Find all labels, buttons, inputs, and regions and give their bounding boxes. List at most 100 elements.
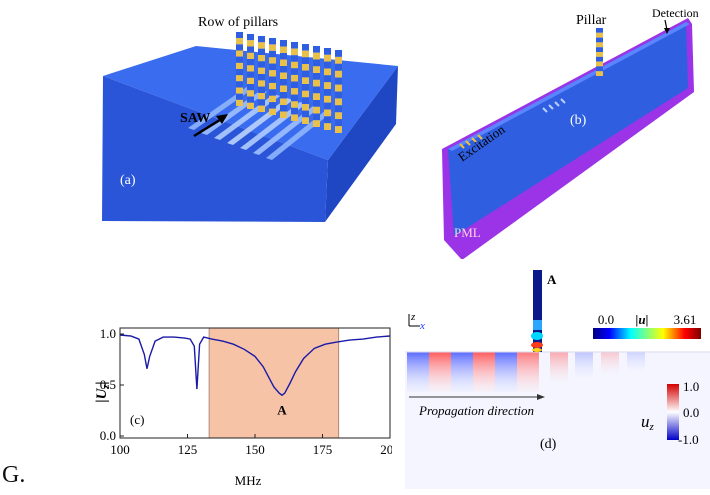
- pillar-segment: [247, 34, 254, 41]
- axis-ticks: 100 125 150 175 200 0.0 0.5 1.0: [100, 326, 400, 457]
- pillar-segment: [313, 120, 320, 127]
- pillar-segment: [258, 67, 265, 74]
- cb-right-max: 1.0: [683, 379, 699, 394]
- pillar-segment: [280, 40, 287, 47]
- panel-a-tag: (a): [120, 173, 136, 188]
- figure-letter: G.: [2, 462, 26, 488]
- pillar-segment: [302, 90, 309, 98]
- pillar-segment: [302, 77, 309, 84]
- transmission-chart: 100 125 150 175 200 0.0 0.5 1.0 A (c) MHz |Uz|: [94, 326, 400, 488]
- pillar-segment: [236, 99, 243, 106]
- pillar-segment: [335, 98, 342, 106]
- pillar-segment: [269, 76, 276, 83]
- saw-arrow: [193, 116, 224, 138]
- pillar-segment: [596, 42, 603, 48]
- pillar-field-hot1: [531, 332, 543, 340]
- cb-top-label: |u|: [636, 312, 649, 327]
- pillar-segment: [335, 50, 342, 57]
- x-tick-label: 125: [178, 442, 198, 457]
- pillar-segment: [313, 52, 320, 60]
- pillar-segment: [236, 93, 243, 100]
- pillar-segment: [302, 117, 309, 124]
- pillar-segment: [236, 32, 243, 39]
- pillar-segment: [269, 95, 276, 103]
- x-tick-label: 200: [380, 442, 392, 457]
- panel-b-simulation-domain: Pillar Detection Excitation (b) PML: [420, 4, 710, 260]
- pillar-segment: [324, 54, 331, 62]
- pillar-segment: [291, 88, 298, 95]
- pillar-segment: [335, 70, 342, 78]
- pillar-segment: [596, 66, 603, 72]
- pillar-segment: [280, 53, 287, 60]
- pillar-segment: [269, 89, 276, 96]
- pillar-segment: [313, 73, 320, 80]
- pillar-segment: [313, 66, 320, 73]
- pillar-segment: [596, 52, 603, 57]
- transmission-curve: [119, 334, 391, 397]
- propagation-arrow-head: [537, 394, 545, 400]
- axis-x-d: x: [419, 320, 425, 332]
- x-tick-label: 175: [313, 442, 333, 457]
- pillar-segment: [313, 79, 320, 87]
- pillar-segment: [247, 40, 254, 47]
- pillar-segment: [596, 28, 603, 33]
- pillar-segment: [291, 74, 298, 82]
- pillar-segment: [280, 105, 287, 112]
- pillar-segment: [302, 70, 309, 78]
- y-tick-label: 1.0: [100, 326, 116, 341]
- pillar-segment: [280, 92, 287, 99]
- pillar-segment: [291, 42, 298, 49]
- cb-top-bar: [593, 328, 701, 339]
- pillar-segment: [269, 38, 276, 45]
- pillar-segment: [247, 46, 254, 53]
- pillar-segment: [324, 82, 331, 89]
- domain-block: [448, 22, 688, 236]
- pillar-segment: [236, 62, 243, 69]
- y-axis-label-main: |U: [94, 387, 110, 402]
- pillar-segment: [596, 56, 603, 62]
- pillar-segment: [258, 42, 265, 49]
- pillar-segment: [291, 114, 298, 121]
- cb-right-min: -1.0: [678, 432, 699, 447]
- pillar-segment: [324, 109, 331, 117]
- pillar-segment: [236, 81, 243, 88]
- single-pillar: [596, 28, 603, 76]
- pillar-segment: [258, 80, 265, 87]
- pillar-segment: [302, 84, 309, 91]
- x-tick-label: 100: [110, 442, 130, 457]
- pillar-segment: [324, 75, 331, 83]
- pillar-segment: [324, 102, 331, 110]
- x-tick-label: 150: [245, 442, 265, 457]
- pillar-segment: [291, 55, 298, 62]
- axis-x-a: x: [222, 243, 229, 257]
- axis-z-d: z: [410, 311, 416, 323]
- cb-top-min: 0.0: [598, 312, 614, 327]
- pillar-segment: [247, 77, 254, 84]
- axis-y-a: y: [194, 243, 201, 257]
- pillar-segment: [280, 66, 287, 73]
- shaded-band: [209, 328, 339, 438]
- axis-z-a: z: [209, 219, 215, 233]
- pillar-segment: [247, 90, 254, 97]
- domain-top-edge: [448, 22, 690, 151]
- panel-c-transmission-chart: 100 125 150 175 200 0.0 0.5 1.0 A (c) MHz |Uz|: [80, 322, 400, 490]
- pillar-segment: [280, 79, 287, 86]
- saw-arrow-head: [216, 114, 228, 124]
- pillar-segment: [313, 59, 320, 67]
- pillar-field-mid: [533, 320, 542, 330]
- panel-b-tag: (b): [570, 113, 587, 128]
- pillar-segment: [280, 98, 287, 105]
- pillar-segment: [247, 65, 254, 72]
- cb-right-mid: 0.0: [683, 405, 699, 420]
- saw-label: SAW: [180, 111, 210, 126]
- pillar-segment: [335, 56, 342, 64]
- pillar-segment: [269, 70, 276, 77]
- pillar-segment: [313, 86, 320, 94]
- pillar-segment: [324, 95, 331, 103]
- pillar-segment: [335, 91, 342, 99]
- pillar-segment: [280, 59, 287, 66]
- pillar-segment: [258, 93, 265, 100]
- y-tick-label: 0.0: [100, 428, 116, 443]
- panel-a-illustration: SAW Row of pillars (a) z x y: [102, 15, 398, 257]
- pml-label: PML: [454, 225, 481, 240]
